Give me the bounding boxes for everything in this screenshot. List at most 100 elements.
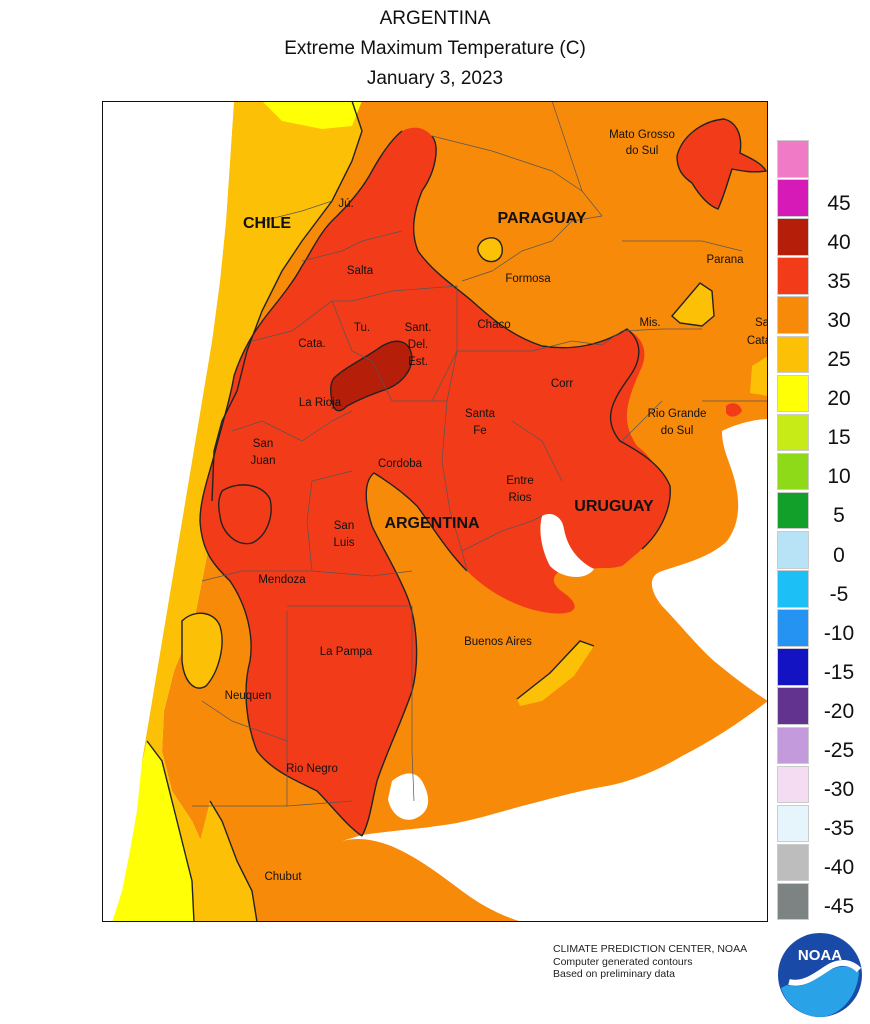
legend-swatch (777, 804, 809, 843)
label-salta: Salta (347, 265, 374, 277)
label-chubut: Chubut (264, 871, 302, 883)
legend-label: 15 (827, 426, 851, 450)
legend-swatch (777, 687, 809, 725)
map-title-country: ARGENTINA (379, 8, 491, 29)
label-chaco: Chaco (477, 319, 510, 331)
label-sant-2: Del. (408, 339, 428, 351)
label-formosa: Formosa (505, 273, 551, 285)
zone-deep-la-rioja (330, 341, 412, 411)
label-buenos-aires: Buenos Aires (464, 636, 532, 648)
label-mato-grosso-1: Mato Grosso (609, 129, 675, 141)
label-mato-grosso-2: do Sul (626, 145, 659, 157)
legend-swatch (777, 218, 809, 256)
label-rgsul-1: Rio Grande (648, 408, 707, 420)
legend-swatch (777, 491, 809, 530)
label-sant-3: Est. (408, 356, 428, 368)
legend-swatch (777, 843, 809, 882)
label-misiones: Mis. (639, 317, 660, 329)
label-sanjuan-2: Juan (251, 455, 276, 467)
legend-label: -40 (823, 856, 855, 880)
zone-mild-formosa (477, 237, 503, 262)
legend-swatch (777, 531, 809, 569)
legend-swatch (777, 726, 809, 765)
temperature-map: Mato Grosso do Sul CHILE PARAGUAY Jú. Sa… (102, 101, 768, 922)
legend-label: 5 (833, 504, 845, 528)
label-entrerios-2: Rios (508, 492, 531, 504)
zone-hot-east (531, 329, 663, 569)
legend-swatch (777, 648, 809, 686)
map-title-date: January 3, 2023 (366, 68, 504, 89)
label-chile: CHILE (243, 215, 291, 232)
legend-label: 45 (827, 191, 851, 215)
legend-label: -45 (823, 895, 855, 919)
zone-mild-misiones (672, 283, 714, 326)
label-cata: Cata (747, 335, 768, 347)
atlantic-patagonia (342, 701, 768, 922)
label-argentina: ARGENTINA (384, 515, 480, 532)
legend-swatch (777, 882, 809, 921)
noaa-logo-text: NOAA (798, 947, 842, 964)
legend-label: 20 (827, 387, 851, 411)
footer-agency: CLIMATE PREDICTION CENTER, NOAA (553, 943, 748, 955)
legend-label: -10 (823, 621, 855, 645)
label-sa: Sa (755, 317, 768, 329)
footer-method: Computer generated contours (553, 956, 693, 968)
zone-mild-neuquen (182, 613, 223, 689)
label-sanluis-1: San (334, 520, 354, 532)
atlantic-uruguay (651, 419, 768, 701)
label-mendoza: Mendoza (258, 574, 306, 586)
legend-swatch (777, 609, 809, 647)
legend-swatch (777, 570, 809, 608)
legend-swatch (777, 413, 809, 452)
legend-label: -35 (823, 817, 855, 841)
noaa-logo: NOAA (778, 933, 862, 1017)
label-neuquen: Neuquen (225, 690, 272, 702)
legend-label: -15 (823, 660, 855, 684)
zone-hot-mato-grosso (677, 119, 766, 209)
legend-label: 10 (827, 465, 851, 489)
atlantic-south (388, 773, 429, 820)
label-jujuy: Jú. (338, 198, 353, 210)
zone-hot (200, 127, 671, 837)
zone-mild-ba-coast (517, 641, 594, 706)
label-santafe-1: Santa (465, 408, 496, 420)
label-catamarca: Cata. (298, 338, 326, 350)
legend-swatch (777, 296, 809, 334)
pacific-ocean (102, 101, 234, 922)
label-tucuman: Tu. (354, 322, 370, 334)
legend-label: 0 (833, 543, 845, 567)
legend-label: -25 (823, 739, 855, 763)
map-frame (102, 101, 768, 922)
label-paraguay: PARAGUAY (498, 210, 587, 227)
legend-label: -30 (823, 778, 855, 802)
zone-hot-rgsul-spot (726, 403, 742, 417)
legend-swatch (777, 452, 809, 491)
label-sanjuan-1: San (253, 438, 273, 450)
legend-swatch (777, 257, 809, 295)
zone-cool-north (262, 101, 362, 129)
legend: 45 40 35 30 25 20 15 10 5 0 -5 -10 -15 -20 -25 -30 -35 -4… (777, 140, 870, 922)
label-santafe-2: Fe (473, 425, 486, 437)
label-corrientes: Corr (551, 378, 574, 390)
footer-note: Based on preliminary data (553, 968, 675, 980)
label-sanluis-2: Luis (333, 537, 354, 549)
legend-label: 25 (827, 348, 851, 372)
label-la-pampa: La Pampa (320, 646, 373, 658)
legend-label: -20 (823, 699, 855, 723)
label-parana: Parana (706, 254, 744, 266)
label-rgsul-2: do Sul (661, 425, 694, 437)
map-title-variable: Extreme Maximum Temperature (C) (284, 38, 586, 59)
legend-swatch (777, 374, 809, 413)
legend-swatch (777, 140, 809, 178)
legend-label: 30 (827, 308, 851, 332)
legend-swatch (777, 179, 809, 217)
label-la-rioja: La Rioja (299, 397, 342, 409)
legend-label: -5 (829, 582, 849, 606)
label-rio-negro: Rio Negro (286, 763, 338, 775)
label-entrerios-1: Entre (506, 475, 534, 487)
legend-swatch (777, 335, 809, 374)
legend-label: 35 (827, 269, 851, 293)
legend-swatch (777, 765, 809, 804)
zone-mild-rgsul (750, 356, 768, 396)
zone-mild-chubut (197, 801, 257, 922)
